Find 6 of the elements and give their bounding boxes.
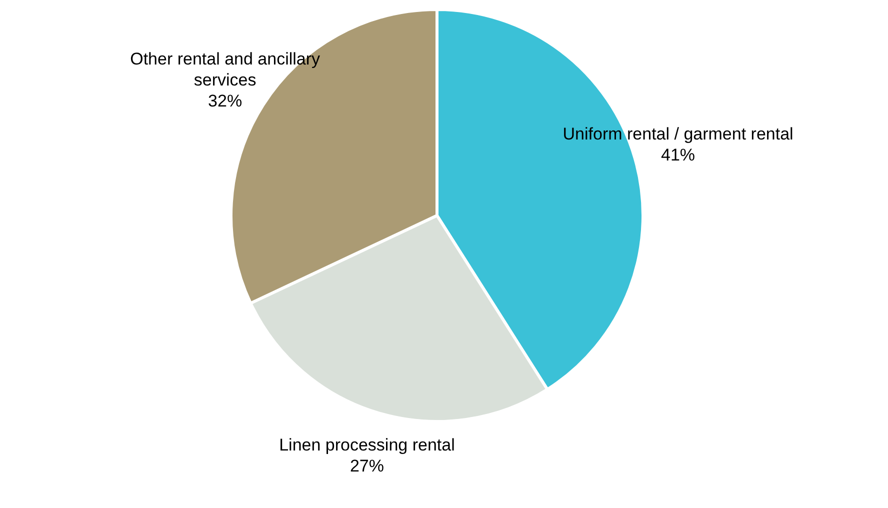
slice-label: Other rental and ancillary services: [130, 50, 321, 90]
slice-label: Uniform rental / garment rental: [562, 124, 794, 144]
slice-label: Linen processing rental: [279, 436, 455, 455]
data-label: 27%: [350, 456, 384, 476]
data-label: 32%: [208, 92, 242, 111]
data-label: 41%: [661, 146, 696, 165]
